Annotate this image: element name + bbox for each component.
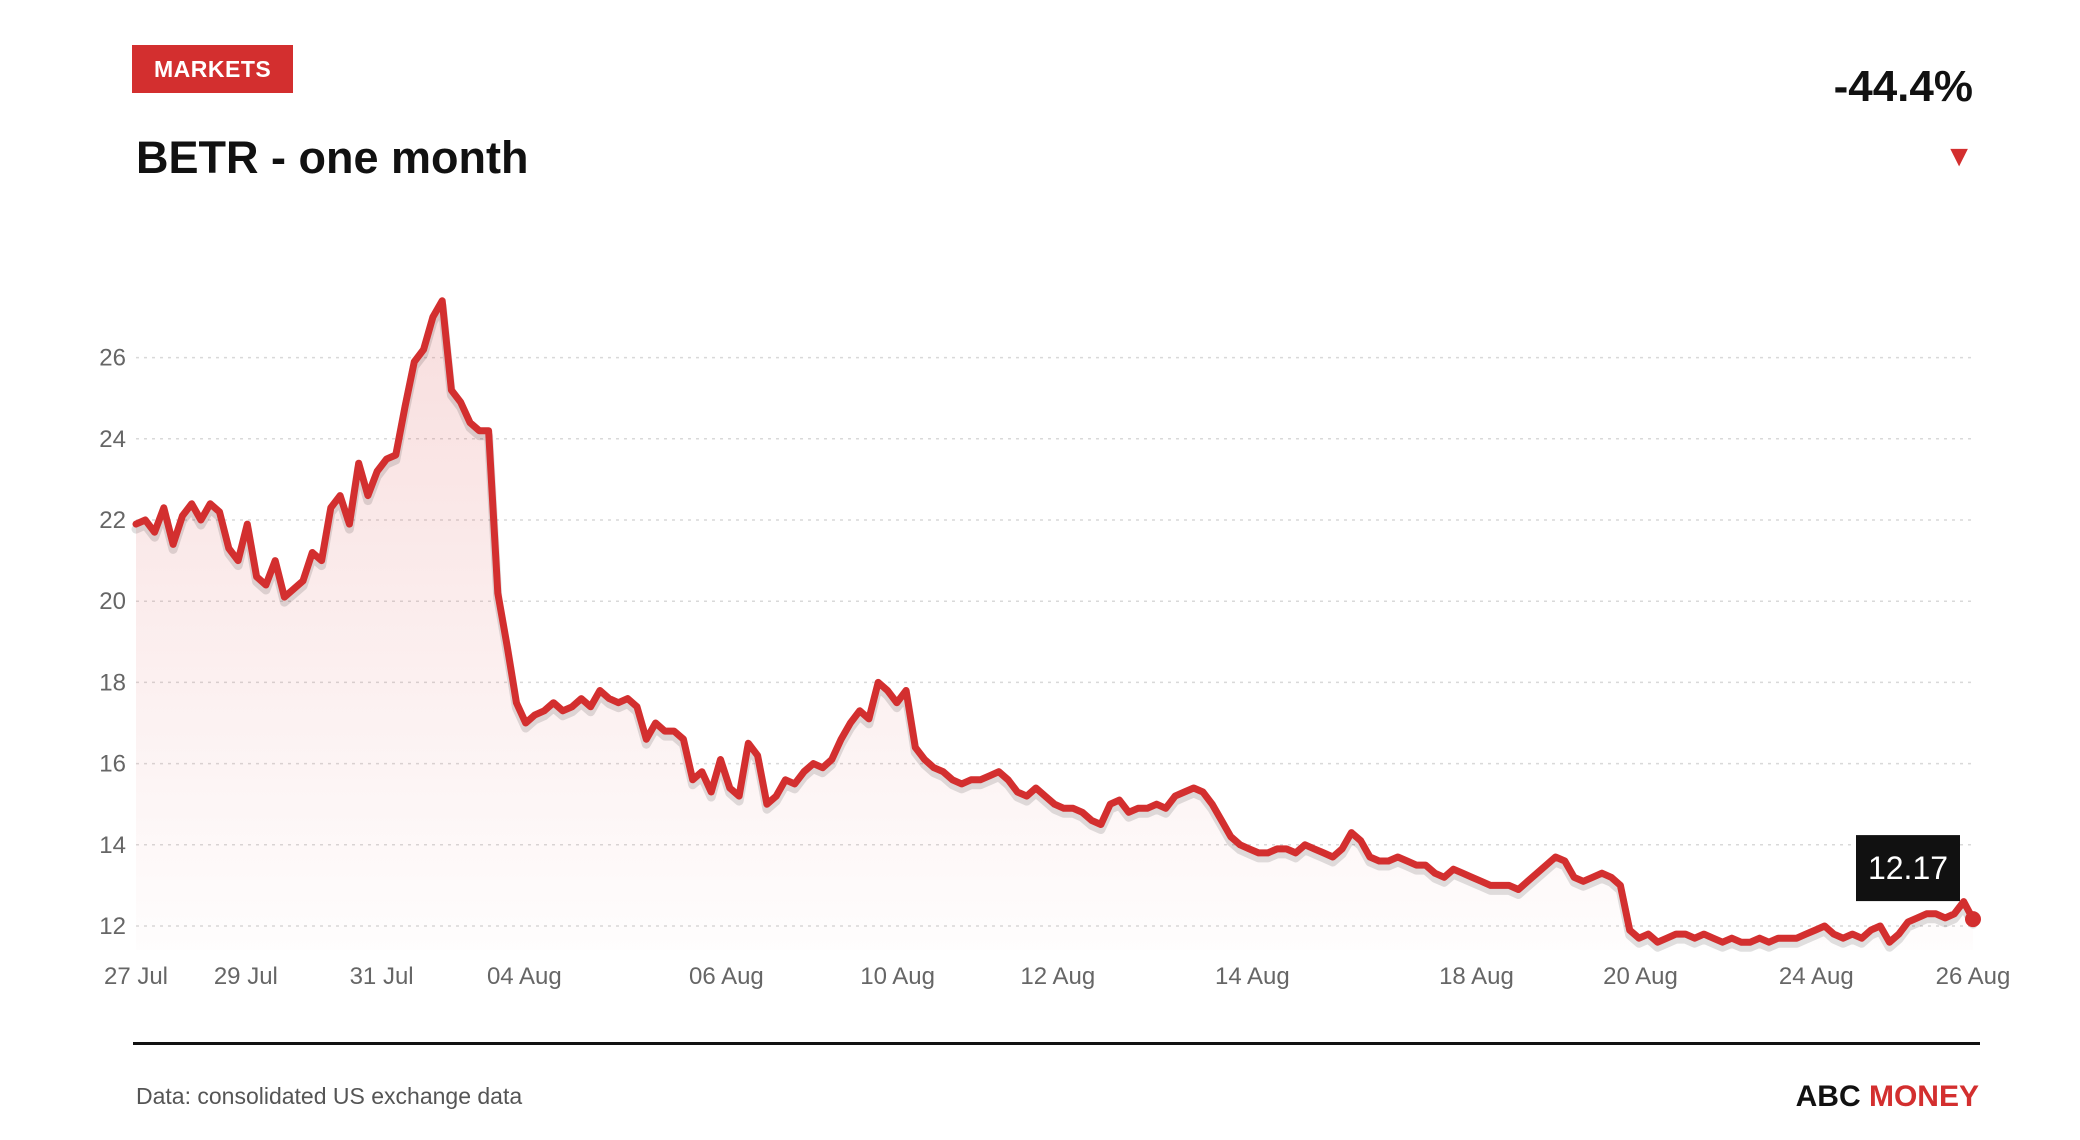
chart-title: BETR - one month — [136, 132, 529, 183]
last-price-tooltip — [1856, 835, 1960, 902]
x-tick-label: 27 Jul — [104, 963, 168, 990]
y-tick-label: 22 — [99, 507, 126, 534]
brand-money: MONEY — [1868, 1080, 1979, 1113]
x-tick-label: 06 Aug — [689, 963, 764, 990]
x-tick-label: 26 Aug — [1936, 963, 2011, 990]
x-tick-label: 20 Aug — [1603, 963, 1678, 990]
last-price-label: 12.17 — [1868, 850, 1948, 886]
data-source-note: Data: consolidated US exchange data — [136, 1083, 523, 1109]
x-tick-label: 31 Jul — [350, 963, 414, 990]
price-area-fill — [136, 300, 1973, 950]
y-tick-label: 14 — [99, 832, 126, 859]
x-tick-label: 14 Aug — [1215, 963, 1290, 990]
y-tick-label: 12 — [99, 913, 126, 940]
x-axis-ticks: 27 Jul 29 Jul 31 Jul 04 Aug 06 Aug 10 Aug 12 A… — [104, 963, 2010, 990]
brand-abc: ABC — [1795, 1080, 1861, 1113]
x-tick-label: 24 Aug — [1779, 963, 1854, 990]
y-axis-ticks: 12 14 16 18 20 22 24 26 — [99, 345, 126, 940]
x-tick-label: 18 Aug — [1439, 963, 1514, 990]
price-chart: 12 14 16 18 20 22 24 26 27 Jul 29 Jul 31 Jul 04 Au… — [99, 297, 2010, 990]
last-price-marker — [1965, 911, 1981, 928]
brand-logo[interactable]: ABC MONEY — [1796, 1080, 1979, 1114]
x-tick-label: 12 Aug — [1020, 963, 1095, 990]
x-tick-label: 04 Aug — [487, 963, 562, 990]
footer-rule — [133, 1042, 1980, 1045]
y-tick-label: 26 — [99, 345, 126, 372]
x-tick-label: 10 Aug — [860, 963, 935, 990]
down-arrow-icon: ▼ — [1944, 140, 1974, 173]
y-tick-label: 24 — [99, 426, 126, 453]
x-tick-label: 29 Jul — [214, 963, 278, 990]
price-change-percent: -44.4% — [1833, 62, 1973, 111]
y-tick-label: 20 — [99, 588, 126, 615]
y-tick-label: 18 — [99, 669, 126, 696]
section-badge[interactable]: MARKETS — [132, 45, 294, 93]
price-line — [132, 297, 1977, 946]
y-tick-label: 16 — [99, 751, 126, 778]
